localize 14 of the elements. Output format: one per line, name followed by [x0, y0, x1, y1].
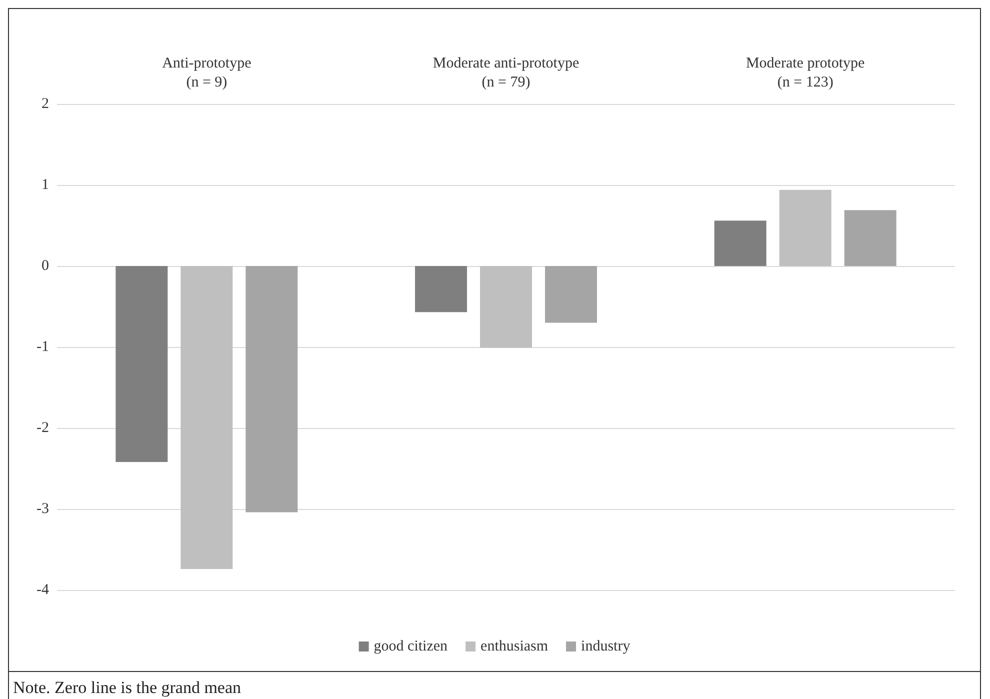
text: Note. Zero line is the grand mean: [8, 672, 981, 699]
legend-label: industry: [581, 638, 631, 654]
y-tick-label: 2: [42, 96, 49, 112]
x-tick-label: Anti-prototype (n = 9): [162, 56, 252, 90]
y-tick-label: -4: [36, 582, 50, 598]
x-tick-label: Moderate prototype (n = 123): [746, 56, 866, 90]
legend-label: enthusiasm: [480, 638, 548, 654]
y-tick-label: -1: [36, 339, 49, 355]
x-tick-label: Moderate anti-prototype (n = 79): [432, 56, 580, 90]
y-tick-label: 1: [42, 177, 49, 193]
legend-label: good citizen: [374, 638, 448, 654]
y-tick-label: 0: [42, 258, 49, 274]
y-tick-label: -2: [36, 420, 49, 436]
y-tick-label: -3: [36, 501, 49, 517]
